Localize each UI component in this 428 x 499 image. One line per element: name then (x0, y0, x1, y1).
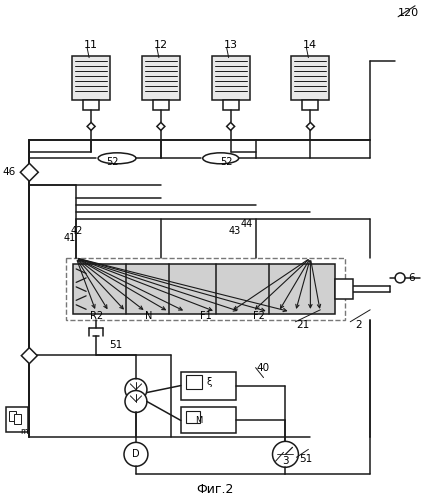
Text: 11: 11 (84, 40, 98, 50)
Text: Фиг.2: Фиг.2 (196, 483, 233, 496)
Circle shape (125, 379, 147, 401)
Bar (142, 55, 180, 100)
Ellipse shape (203, 153, 239, 164)
Text: F2: F2 (253, 311, 265, 321)
Bar (335, 279, 353, 299)
Text: 14: 14 (303, 40, 318, 50)
Text: 43: 43 (229, 226, 241, 236)
Text: 3: 3 (282, 456, 289, 466)
Ellipse shape (98, 153, 136, 164)
Text: 51: 51 (110, 340, 123, 350)
Bar (66, 258, 345, 320)
Bar (181, 372, 236, 400)
Text: 40: 40 (256, 363, 269, 373)
Text: 12: 12 (154, 40, 168, 50)
Bar (181, 408, 236, 434)
Bar (186, 412, 200, 424)
Bar (291, 55, 329, 100)
Text: 44: 44 (241, 219, 253, 229)
Bar (72, 55, 110, 100)
Text: 6: 6 (409, 273, 415, 283)
Text: 13: 13 (224, 40, 238, 50)
Text: R2: R2 (89, 311, 103, 321)
Text: M: M (195, 416, 202, 425)
Bar (212, 55, 250, 100)
Text: 120: 120 (398, 8, 419, 18)
Polygon shape (87, 122, 95, 130)
Bar (303, 100, 318, 110)
Bar (6, 408, 28, 433)
Text: 52: 52 (106, 157, 119, 167)
Bar (83, 100, 99, 110)
Text: 21: 21 (296, 320, 309, 330)
Bar (15, 415, 21, 425)
Text: 2: 2 (355, 320, 362, 330)
Bar (186, 375, 202, 389)
Text: 52: 52 (221, 157, 233, 167)
Text: 51: 51 (299, 454, 312, 464)
Circle shape (124, 443, 148, 466)
Circle shape (125, 391, 147, 413)
Polygon shape (21, 163, 38, 181)
Text: D: D (132, 449, 140, 459)
Polygon shape (157, 122, 165, 130)
Circle shape (273, 442, 298, 467)
Text: 46: 46 (2, 167, 15, 177)
Polygon shape (227, 122, 235, 130)
Text: ξ: ξ (206, 377, 211, 387)
Bar (9, 412, 16, 422)
Text: N: N (145, 311, 153, 321)
Text: F1: F1 (200, 311, 211, 321)
Bar (153, 100, 169, 110)
Text: m: m (21, 427, 28, 436)
Polygon shape (306, 122, 315, 130)
Bar (223, 100, 239, 110)
Text: 41: 41 (64, 233, 76, 243)
Bar (73, 264, 335, 314)
Circle shape (395, 273, 405, 283)
Polygon shape (21, 348, 37, 364)
Text: 42: 42 (71, 226, 83, 236)
